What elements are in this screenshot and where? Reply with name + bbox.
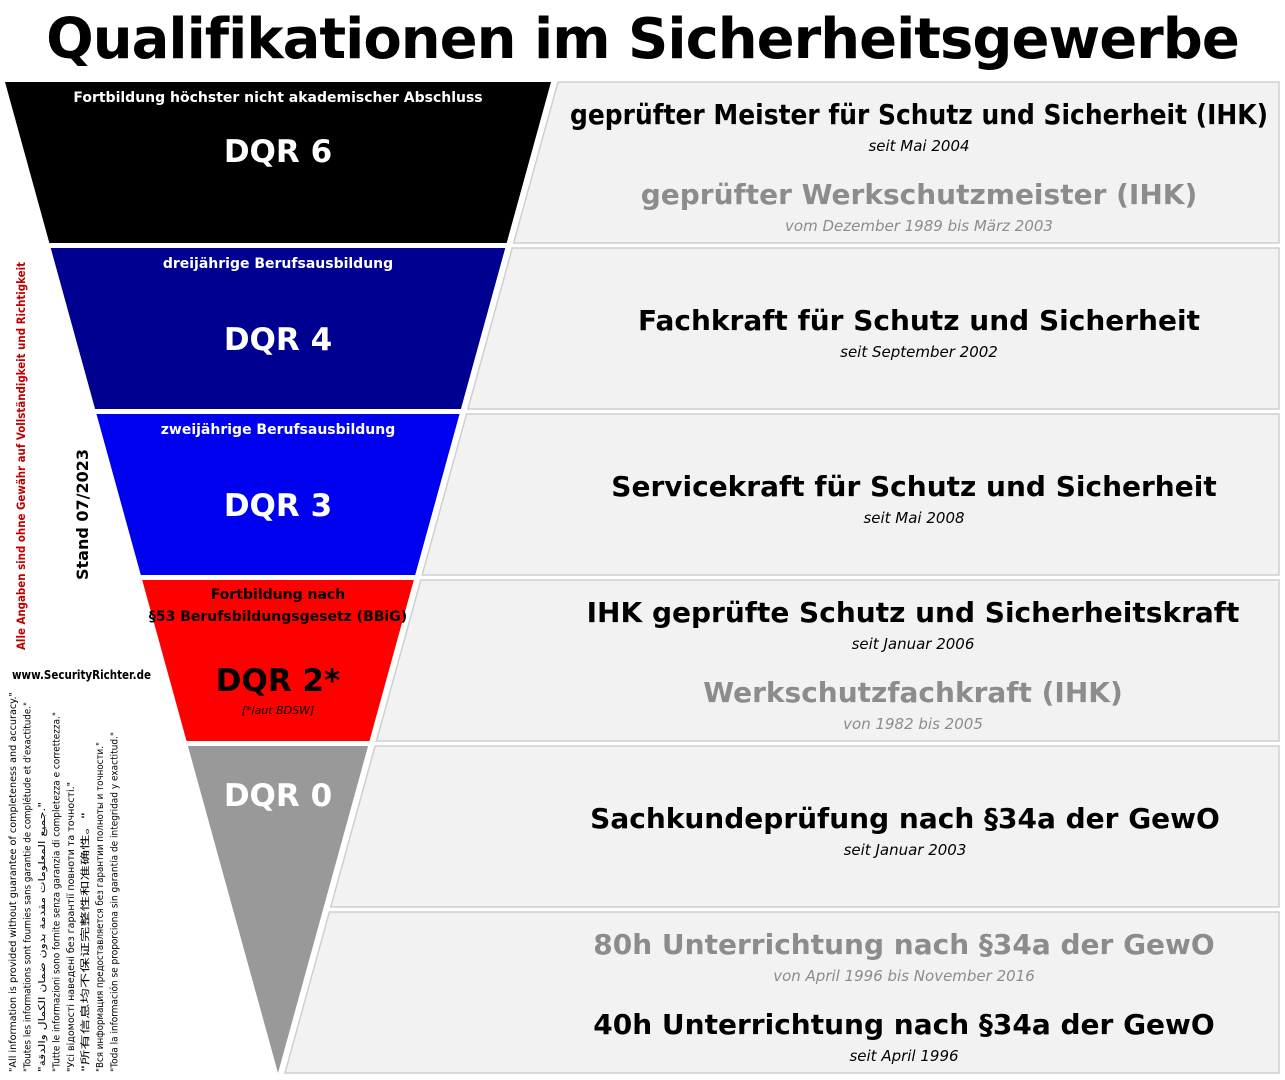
dqr-band xyxy=(187,746,369,1073)
qualification-box xyxy=(329,745,1280,908)
band-subtitle: Fortbildung nach xyxy=(211,587,345,603)
qualification-name: Sachkundeprüfung nach §34a der GewO xyxy=(590,802,1220,835)
band-subtitle: §53 Berufsbildungsgesetz (BBiG) xyxy=(149,609,407,625)
qualification-box xyxy=(512,81,1280,244)
qualification-since: von April 1996 bis November 2016 xyxy=(773,967,1035,985)
qualification-since: seit April 1996 xyxy=(849,1047,958,1065)
band-subtitle: Fortbildung höchster nicht akademischer … xyxy=(73,90,482,106)
qualification-name: Servicekraft für Schutz und Sicherheit xyxy=(611,470,1216,503)
disclaimer-translation: "جميع المعلومات مقدمة بدون ضمان الكمال و… xyxy=(37,802,48,1072)
dqr-label: DQR 2* xyxy=(216,663,341,699)
disclaimer-translation: "Toda la información se proporciona sin … xyxy=(110,732,121,1072)
qualification-box xyxy=(466,247,1280,410)
disclaimer-text: Alle Angaben sind ohne Gewähr auf Vollst… xyxy=(14,262,28,650)
qualification-name: 40h Unterrichtung nach §34a der GewO xyxy=(593,1008,1214,1041)
qualification-name: Fachkraft für Schutz und Sicherheit xyxy=(638,304,1200,337)
band-subtitle: dreijährige Berufsausbildung xyxy=(163,256,393,272)
qualification-since: seit Januar 2006 xyxy=(852,635,975,653)
dqr-note: [*laut BDSW] xyxy=(242,704,315,717)
qualification-since: seit Januar 2003 xyxy=(844,841,967,859)
qualification-name: geprüfter Meister für Schutz und Sicherh… xyxy=(570,98,1268,131)
dqr-label: DQR 6 xyxy=(224,134,332,170)
disclaimer-translation: "Toutes les informations sont fournies s… xyxy=(23,702,34,1072)
disclaimer-translation: "Tutte le informazioni sono fornite senz… xyxy=(52,712,63,1072)
page-title: Qualifikationen im Sicherheitsgewerbe xyxy=(46,7,1240,72)
qualification-name: Werkschutzfachkraft (IHK) xyxy=(703,676,1123,709)
disclaimer-translation: "All information is provided without gua… xyxy=(8,692,19,1072)
dqr-band xyxy=(142,580,414,741)
dqr-label: DQR 4 xyxy=(224,322,332,358)
disclaimer-translation: "Усі відомості наведені без гарантії пов… xyxy=(66,782,77,1072)
qualification-since: seit Mai 2008 xyxy=(863,509,964,527)
qualification-box xyxy=(421,413,1280,576)
stand-date: Stand 07/2023 xyxy=(73,449,92,580)
disclaimer-translation: "所有信息均不保证完整性和准确性。" xyxy=(80,812,92,1072)
dqr-label: DQR 3 xyxy=(224,488,332,524)
qualification-since: seit Mai 2004 xyxy=(868,137,969,155)
qualification-box xyxy=(284,911,1280,1074)
dqr-band xyxy=(5,82,551,243)
dqr-band xyxy=(50,248,506,409)
dqr-label: DQR 0 xyxy=(224,778,332,814)
qualification-box xyxy=(375,579,1280,742)
disclaimer-translation: "Вся информация предоставляется без гара… xyxy=(95,742,106,1072)
qualification-name: IHK geprüfte Schutz und Sicherheitskraft xyxy=(587,596,1240,629)
dqr-band xyxy=(96,414,460,575)
qualification-since: vom Dezember 1989 bis März 2003 xyxy=(785,217,1053,235)
website-link[interactable]: www.SecurityRichter.de xyxy=(12,668,151,682)
band-subtitle: zweijährige Berufsausbildung xyxy=(161,422,396,438)
qualification-since: seit September 2002 xyxy=(840,343,998,361)
qualification-since: von 1982 bis 2005 xyxy=(843,715,983,733)
qualification-name: 80h Unterrichtung nach §34a der GewO xyxy=(593,928,1214,961)
qualification-name: geprüfter Werkschutzmeister (IHK) xyxy=(641,178,1198,211)
